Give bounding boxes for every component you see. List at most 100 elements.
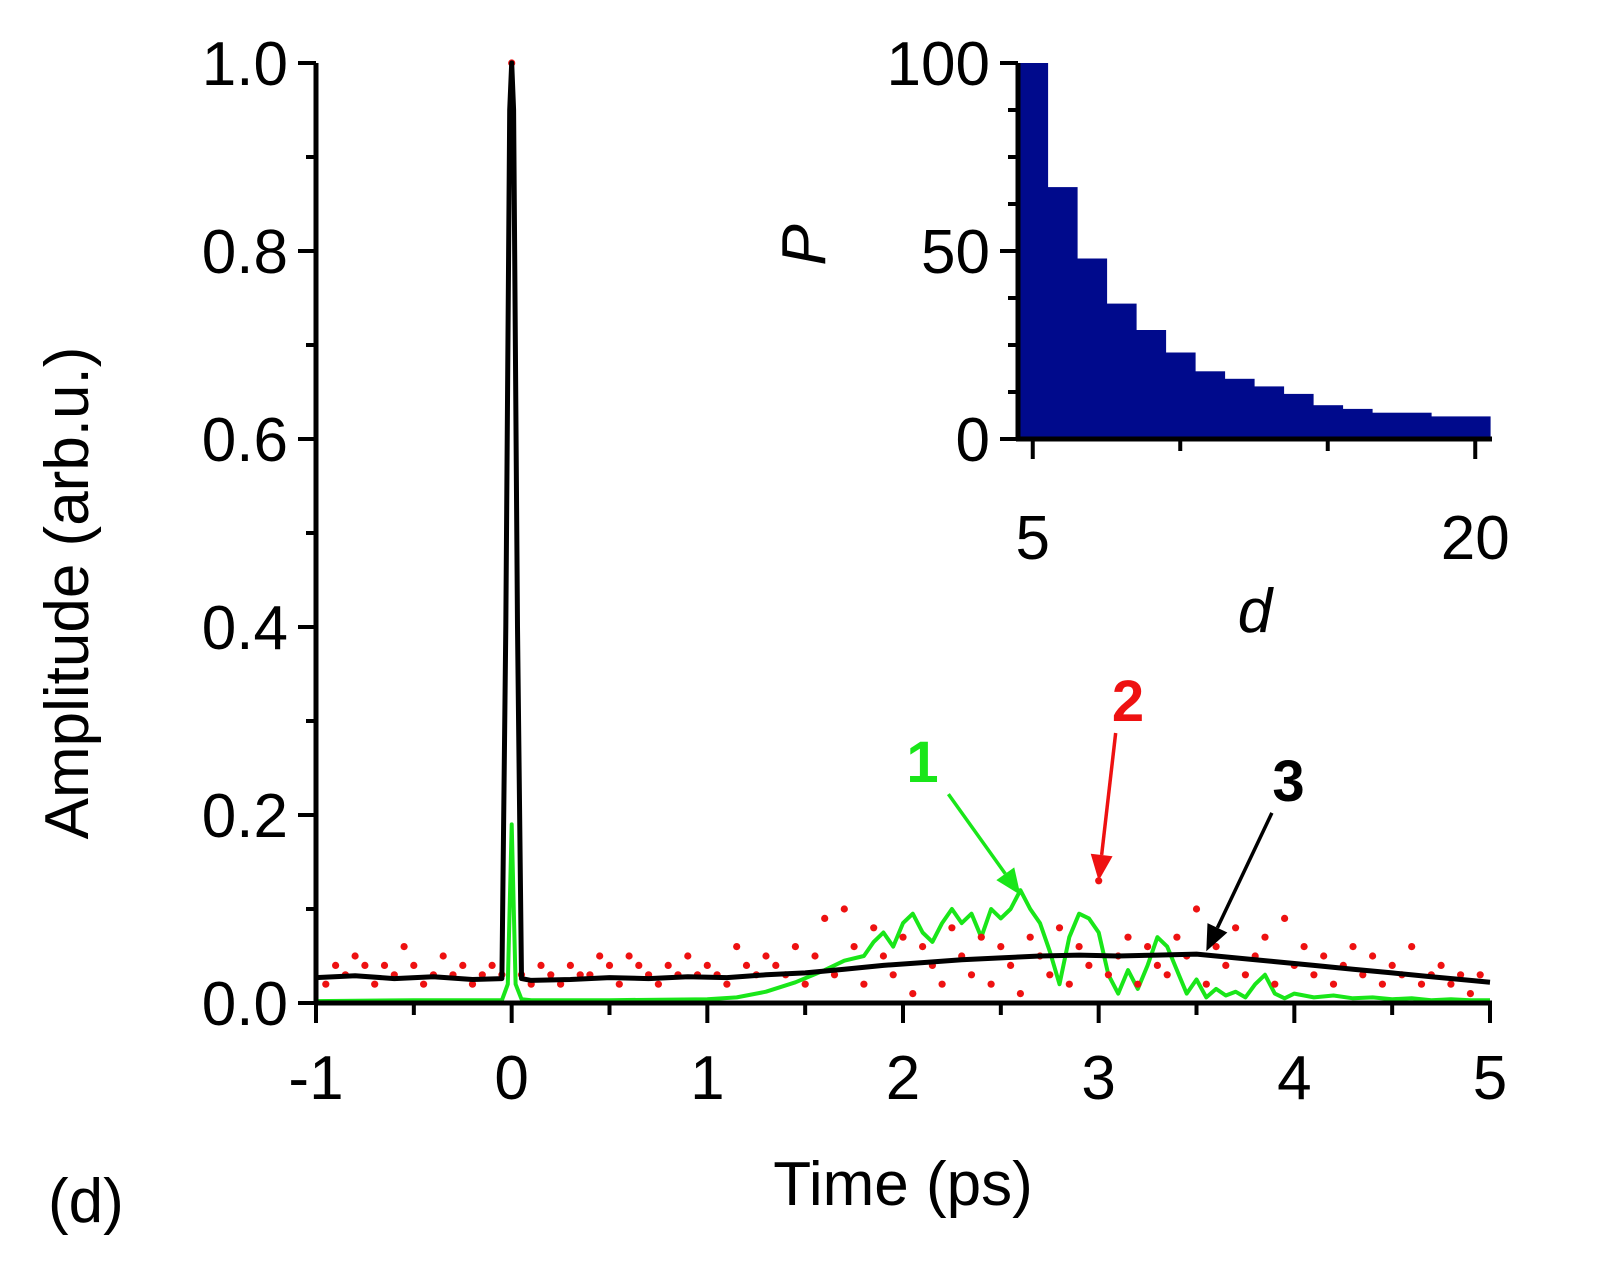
series-2-point <box>987 980 995 988</box>
series-2-point <box>1026 933 1034 941</box>
panel-label: (d) <box>48 1167 124 1236</box>
series-2-point <box>1369 952 1377 960</box>
series-2-point <box>1408 943 1416 951</box>
inset-bar <box>1136 330 1167 439</box>
series-2-point <box>772 961 780 970</box>
series-2-point <box>1281 914 1289 923</box>
inset-y-axis-title: P <box>770 224 839 265</box>
series-2-point <box>1095 877 1103 885</box>
series-2-point <box>1085 961 1093 970</box>
series-2-point <box>1359 971 1367 979</box>
curve-label-3: 3 <box>1272 749 1304 814</box>
main-chart: 0.0 0.2 0.4 0.6 0.8 1.0 -1 0 1 2 3 4 5 1 2 3 Time (ps)… <box>33 30 1507 1219</box>
series-2-point <box>948 924 956 932</box>
series-2-point <box>870 924 878 932</box>
inset-bars-layer <box>1018 63 1491 439</box>
series-2-point <box>322 980 330 988</box>
series-2-point <box>1104 971 1112 979</box>
annotation-arrowhead-1 <box>996 867 1021 895</box>
series-2-point <box>879 952 888 960</box>
series-2-point <box>1065 980 1073 988</box>
series-2-point <box>1329 980 1338 988</box>
series-2-point <box>1232 924 1240 932</box>
inset-chart: 0 50 100 5 20 d P <box>770 30 1510 646</box>
series-2-point <box>1437 961 1445 970</box>
series-2-point <box>938 980 946 988</box>
main-x-tick-label: 2 <box>886 1044 920 1113</box>
inset-bar <box>1018 63 1049 439</box>
series-2-point <box>371 980 379 988</box>
main-x-tick-label: 0 <box>494 1044 528 1113</box>
series-2-point <box>1320 952 1328 960</box>
series-2-point <box>1202 980 1210 988</box>
main-y-tick-label: 0.4 <box>202 594 288 663</box>
series-2-point <box>762 952 770 960</box>
series-2-point <box>1007 961 1015 970</box>
main-series-layer <box>315 59 1491 1004</box>
series-2-point <box>468 980 477 988</box>
main-annotations: 1 2 3 <box>906 669 1305 952</box>
series-2-point <box>1153 961 1161 970</box>
annotation-arrowhead-2 <box>1090 853 1113 881</box>
series-2-point <box>703 961 711 970</box>
series-2-point <box>596 952 604 960</box>
inset-bar <box>1283 393 1314 439</box>
series-2-point <box>684 952 692 960</box>
inset-bar <box>1342 408 1373 439</box>
main-y-tick-label: 0.2 <box>202 782 288 851</box>
series-2-point <box>420 980 428 988</box>
series-2-point <box>811 952 819 960</box>
series-2-point <box>1300 943 1308 951</box>
main-x-tick-label: 5 <box>1473 1044 1507 1113</box>
series-2-point <box>967 971 976 979</box>
series-2-point <box>1349 943 1357 951</box>
main-y-axis-title: Amplitude (arb.u.) <box>33 347 102 840</box>
series-2-point <box>840 905 848 913</box>
series-2-point <box>723 980 731 988</box>
series-2-point <box>478 971 486 979</box>
main-x-tick-label: -1 <box>288 1044 343 1113</box>
series-2-point <box>1457 971 1465 979</box>
series-2-point <box>909 990 917 998</box>
series-2-point <box>801 980 809 988</box>
inset-y-tick-label: 50 <box>921 218 990 287</box>
series-2-point <box>742 961 751 970</box>
series-2-point <box>332 961 340 970</box>
series-2-point <box>1192 905 1201 913</box>
series-2-point <box>1212 943 1220 951</box>
main-x-tick-label: 1 <box>690 1044 724 1113</box>
series-2-point <box>1447 980 1455 988</box>
series-2-point <box>830 971 839 979</box>
series-2-point <box>850 943 858 951</box>
series-2-point <box>664 961 672 970</box>
series-1-line <box>315 822 1490 1004</box>
series-2-point <box>1163 971 1171 979</box>
series-2-point <box>919 943 927 951</box>
main-y-tick-label: 1.0 <box>202 30 288 99</box>
main-y-tick-label: 0.8 <box>202 218 288 287</box>
inset-x-tick-label: 20 <box>1441 504 1510 573</box>
series-2-point <box>889 971 897 979</box>
series-2-point <box>1134 980 1142 988</box>
series-2-point <box>1310 971 1318 979</box>
series-2-point <box>605 961 614 970</box>
series-2-point <box>547 971 555 979</box>
series-3-line <box>315 60 1491 985</box>
annotation-arrow-2 <box>1099 732 1118 856</box>
series-2-point <box>1055 924 1064 932</box>
series-2-point <box>821 914 829 923</box>
annotation-arrow-1 <box>946 793 1007 875</box>
series-2-point <box>1388 961 1396 970</box>
inset-bar <box>1372 412 1432 439</box>
series-2-point <box>361 961 369 970</box>
series-2-markers <box>322 59 1484 998</box>
series-2-point <box>1261 933 1269 941</box>
series-2-point <box>625 952 633 960</box>
series-2-point <box>1476 971 1484 979</box>
inset-x-axis-title: d <box>1238 577 1275 646</box>
main-x-tick-label: 4 <box>1277 1044 1311 1113</box>
series-2-point <box>733 943 741 951</box>
inset-bar <box>1165 352 1196 439</box>
series-2-point <box>1241 971 1249 979</box>
series-2-point <box>860 980 868 988</box>
